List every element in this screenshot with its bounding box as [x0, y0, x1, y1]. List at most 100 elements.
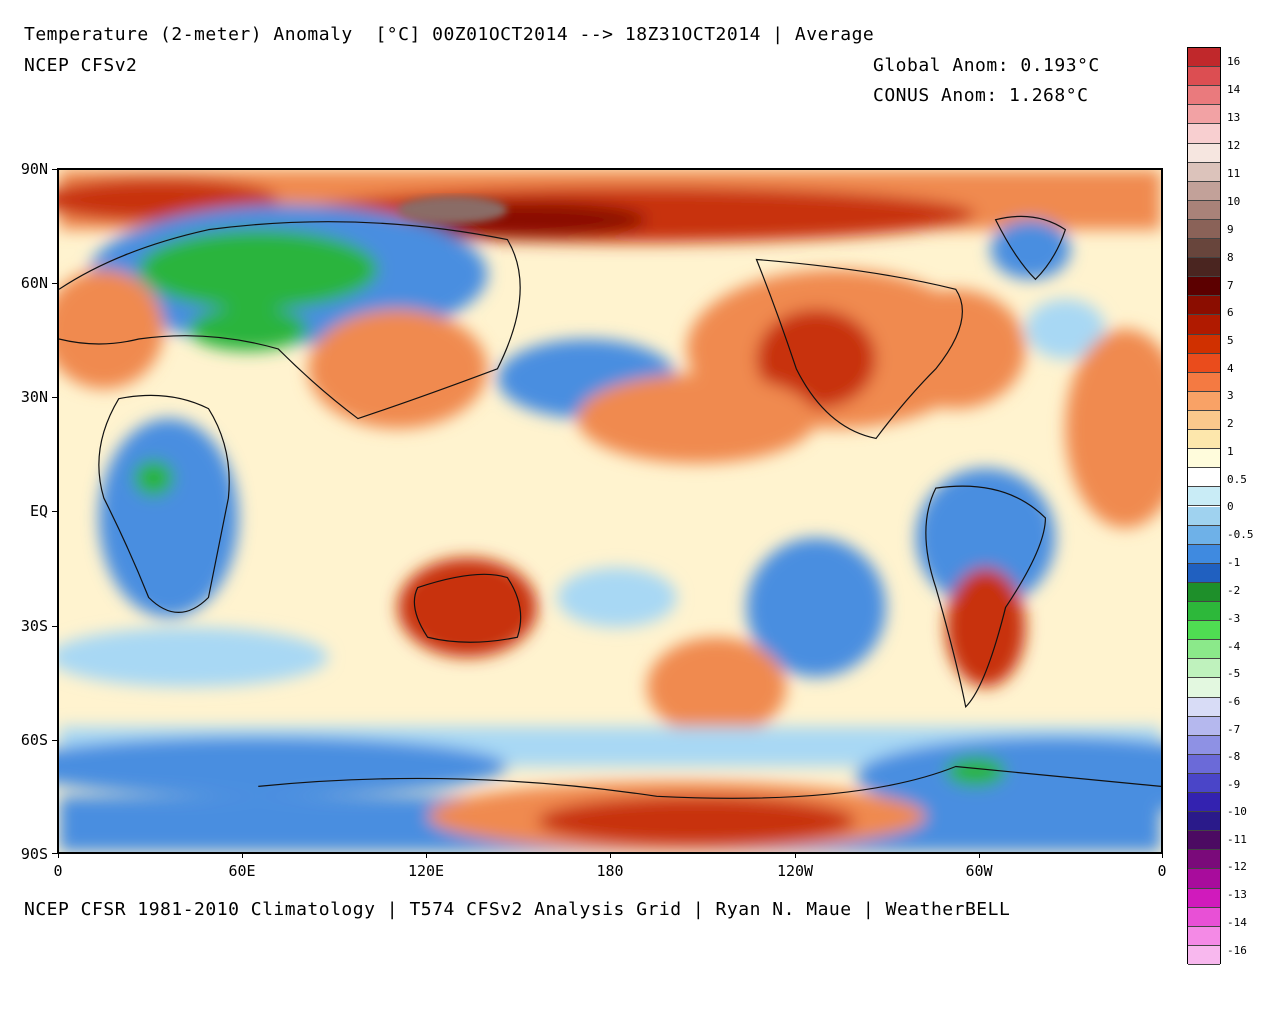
- colorbar-swatch: [1188, 754, 1220, 774]
- colorbar-swatch: [1188, 143, 1220, 163]
- lat-tick: [52, 853, 58, 854]
- colorbar-label: -13: [1227, 888, 1247, 901]
- colorbar-swatch: [1188, 602, 1220, 622]
- lon-tick: [979, 852, 980, 858]
- lon-label-180: 180: [596, 862, 624, 880]
- colorbar-swatch: [1188, 124, 1220, 144]
- lat-tick: [52, 169, 58, 170]
- lon-label-120w: 120W: [776, 862, 814, 880]
- colorbar-label: 11: [1227, 167, 1241, 180]
- colorbar-swatch: [1188, 162, 1220, 182]
- colorbar-swatch: [1188, 773, 1220, 794]
- colorbar-label: -16: [1227, 944, 1247, 957]
- lon-tick: [242, 852, 243, 858]
- colorbar-swatch: [1188, 831, 1220, 851]
- lon-label-60w: 60W: [965, 862, 993, 880]
- colorbar-swatch: [1188, 353, 1220, 373]
- colorbar-label: -12: [1227, 860, 1247, 873]
- colorbar-label: 13: [1227, 111, 1241, 124]
- colorbar-swatch: [1188, 582, 1220, 602]
- colorbar-label: -0.5: [1227, 528, 1254, 541]
- footer-credits: NCEP CFSR 1981-2010 Climatology | T574 C…: [24, 899, 1011, 920]
- lat-label-90n: 90N: [20, 160, 48, 178]
- colorbar-label: -9: [1227, 778, 1241, 791]
- colorbar-swatch: [1188, 926, 1220, 946]
- colorbar-swatch: [1188, 181, 1220, 201]
- colorbar-swatch: [1188, 334, 1220, 354]
- colorbar-label: -2: [1227, 584, 1241, 597]
- colorbar-swatch: [1188, 219, 1220, 240]
- colorbar-label: -3: [1227, 612, 1241, 625]
- lon-label-60e: 60E: [228, 862, 256, 880]
- colorbar-label: -5: [1227, 667, 1241, 680]
- lon-tick: [795, 852, 796, 858]
- colorbar-label: -11: [1227, 833, 1247, 846]
- lat-label-30n: 30N: [20, 388, 48, 406]
- colorbar-label: 0: [1227, 500, 1234, 513]
- global-anomaly: Global Anom: 0.193°C: [873, 55, 1100, 76]
- colorbar-swatch: [1188, 869, 1220, 889]
- colorbar-label: 6: [1227, 306, 1234, 319]
- colorbar-label: 10: [1227, 195, 1241, 208]
- colorbar-label: 7: [1227, 279, 1234, 292]
- colorbar-label: 3: [1227, 389, 1234, 402]
- colorbar-swatch: [1188, 200, 1220, 220]
- lon-label-0-east: 0: [1157, 862, 1167, 880]
- colorbar-swatch: [1188, 850, 1220, 870]
- lon-label-0: 0: [53, 862, 63, 880]
- colorbar-swatch: [1188, 640, 1220, 660]
- colorbar-swatch: [1188, 793, 1220, 813]
- lon-tick: [1162, 852, 1163, 858]
- colorbar-swatch: [1188, 487, 1220, 507]
- colorbar-swatch: [1188, 105, 1220, 125]
- lon-tick: [610, 852, 611, 858]
- colorbar-label: 8: [1227, 251, 1234, 264]
- colorbar-label: -7: [1227, 723, 1241, 736]
- colorbar-label: -8: [1227, 750, 1241, 763]
- lat-label-90s: 90S: [20, 845, 48, 863]
- lat-tick: [52, 511, 58, 512]
- colorbar-swatch: [1188, 48, 1220, 68]
- colorbar-swatch: [1188, 258, 1220, 278]
- colorbar-swatch: [1188, 506, 1220, 526]
- colorbar-swatch: [1188, 391, 1220, 411]
- lat-label-30s: 30S: [20, 617, 48, 635]
- colorbar-label: -4: [1227, 640, 1241, 653]
- colorbar-swatch: [1188, 430, 1220, 450]
- colorbar-label: 5: [1227, 334, 1234, 347]
- colorbar-swatch: [1188, 812, 1220, 832]
- lon-tick: [58, 852, 59, 858]
- model-name: NCEP CFSv2: [24, 55, 138, 76]
- colorbar-swatch: [1188, 410, 1220, 431]
- colorbar-swatch: [1188, 907, 1220, 927]
- colorbar-swatch: [1188, 239, 1220, 259]
- colorbar-swatch: [1188, 945, 1220, 965]
- colorbar-swatch: [1188, 525, 1220, 545]
- colorbar-label: 16: [1227, 55, 1241, 68]
- colorbar-swatch: [1188, 315, 1220, 335]
- colorbar-label: 12: [1227, 139, 1241, 152]
- colorbar-label: 14: [1227, 83, 1241, 96]
- conus-anomaly: CONUS Anom: 1.268°C: [873, 85, 1089, 106]
- anomaly-map-image: [59, 170, 1161, 852]
- colorbar-swatch: [1188, 372, 1220, 392]
- colorbar-swatch: [1188, 659, 1220, 679]
- colorbar-label: -6: [1227, 695, 1241, 708]
- colorbar-label: 9: [1227, 223, 1234, 236]
- colorbar-label: -10: [1227, 805, 1247, 818]
- colorbar-swatch: [1188, 468, 1220, 488]
- colorbar-swatch: [1188, 563, 1220, 583]
- colorbar-swatch: [1188, 449, 1220, 469]
- colorbar-swatch: [1188, 296, 1220, 316]
- lat-tick: [52, 397, 58, 398]
- lat-tick: [52, 283, 58, 284]
- lon-label-120e: 120E: [407, 862, 445, 880]
- colorbar-swatch: [1188, 735, 1220, 755]
- lat-tick: [52, 626, 58, 627]
- colorbar-swatch: [1188, 544, 1220, 564]
- colorbar-label: 1: [1227, 445, 1234, 458]
- lat-label-60s: 60S: [20, 731, 48, 749]
- colorbar: [1187, 47, 1221, 965]
- colorbar-label: 0.5: [1227, 473, 1247, 486]
- colorbar-swatch: [1188, 67, 1220, 87]
